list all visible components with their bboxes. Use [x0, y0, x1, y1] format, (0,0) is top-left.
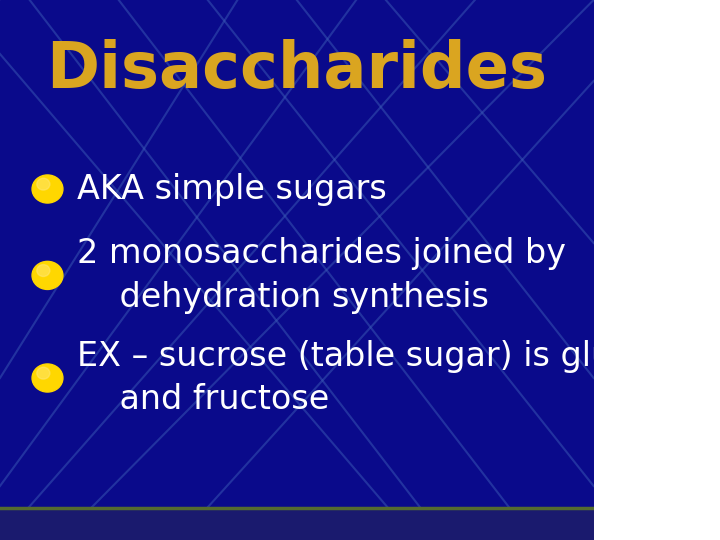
Circle shape [32, 175, 63, 203]
Bar [0, 508, 593, 540]
Text: Disaccharides: Disaccharides [46, 39, 547, 101]
Circle shape [32, 261, 63, 289]
Text: AKA simple sugars: AKA simple sugars [77, 172, 387, 206]
Circle shape [37, 367, 50, 379]
Circle shape [37, 265, 50, 276]
Text: 2 monosaccharides joined by
    dehydration synthesis: 2 monosaccharides joined by dehydration … [77, 237, 566, 314]
Text: EX – sucrose (table sugar) is glucose
    and fructose: EX – sucrose (table sugar) is glucose an… [77, 340, 689, 416]
Circle shape [37, 178, 50, 190]
Circle shape [32, 364, 63, 392]
